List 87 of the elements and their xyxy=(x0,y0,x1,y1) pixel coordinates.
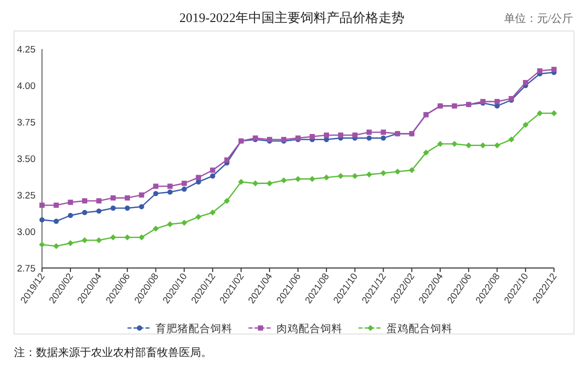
point xyxy=(110,234,116,240)
point xyxy=(380,170,386,176)
chart-title: 2019-2022年中国主要饲料产品价格走势 xyxy=(179,10,405,25)
point xyxy=(380,135,386,141)
point xyxy=(167,189,173,195)
point xyxy=(266,180,273,186)
y-tick-label: 4.25 xyxy=(17,44,36,56)
point xyxy=(366,135,372,141)
point xyxy=(39,202,45,208)
point xyxy=(67,240,74,246)
point xyxy=(167,221,173,228)
point xyxy=(196,174,202,180)
point xyxy=(96,198,102,204)
point xyxy=(466,142,472,148)
legend-label: 蛋鸡配合饲料 xyxy=(386,322,452,335)
point xyxy=(39,242,45,248)
point xyxy=(110,195,116,201)
point xyxy=(39,217,45,222)
legend-label: 肉鸡配合饲料 xyxy=(276,322,342,335)
point xyxy=(210,210,216,216)
point xyxy=(124,195,130,201)
point xyxy=(522,80,528,86)
point xyxy=(224,198,230,204)
y-tick-label: 4.00 xyxy=(17,81,36,92)
point xyxy=(352,132,358,138)
point xyxy=(210,168,216,173)
point xyxy=(68,200,74,205)
point xyxy=(182,180,187,186)
point xyxy=(280,177,287,184)
point xyxy=(324,132,330,138)
point xyxy=(338,132,344,138)
point xyxy=(153,184,158,189)
point xyxy=(310,134,315,140)
point xyxy=(551,110,557,116)
point xyxy=(494,98,500,104)
point xyxy=(224,157,230,163)
point xyxy=(54,202,59,208)
point xyxy=(508,136,514,143)
y-tick-label: 2.75 xyxy=(17,264,36,274)
point xyxy=(152,226,159,232)
text: 注：数据来源于农业农村部畜牧兽医局。 xyxy=(14,346,212,359)
point xyxy=(295,176,301,182)
point xyxy=(210,173,216,179)
point xyxy=(82,237,88,244)
point xyxy=(309,176,316,182)
point xyxy=(480,142,486,148)
point xyxy=(394,168,401,175)
point xyxy=(338,173,344,180)
point xyxy=(366,172,372,178)
point xyxy=(124,206,130,211)
point xyxy=(138,192,144,198)
point xyxy=(167,184,173,189)
point xyxy=(54,218,59,224)
point xyxy=(366,130,372,135)
point xyxy=(494,142,500,148)
point xyxy=(124,234,130,240)
y-tick-label: 3.25 xyxy=(17,190,36,202)
point xyxy=(53,243,60,250)
y-tick-label: 3.75 xyxy=(17,118,36,128)
point xyxy=(182,186,187,192)
point xyxy=(181,220,188,226)
point xyxy=(138,234,145,240)
point xyxy=(68,212,74,218)
point xyxy=(138,204,144,210)
point xyxy=(96,237,102,244)
point xyxy=(423,150,429,156)
point xyxy=(82,210,88,216)
point xyxy=(437,140,444,147)
point xyxy=(82,198,88,204)
point xyxy=(195,214,202,220)
point xyxy=(380,130,386,135)
point xyxy=(451,140,458,147)
point xyxy=(252,180,258,186)
text: 单位：元/公斤 xyxy=(504,12,573,25)
point xyxy=(323,174,330,180)
point xyxy=(238,178,244,185)
point xyxy=(153,190,158,196)
point xyxy=(522,122,529,128)
point xyxy=(537,68,542,74)
point xyxy=(536,110,543,116)
point xyxy=(110,206,116,211)
point xyxy=(96,208,102,214)
y-tick-label: 3.50 xyxy=(17,154,36,165)
point xyxy=(408,167,415,174)
legend-label: 育肥猪配合饲料 xyxy=(156,322,232,335)
point xyxy=(551,66,557,72)
y-tick-label: 3.00 xyxy=(17,227,36,238)
